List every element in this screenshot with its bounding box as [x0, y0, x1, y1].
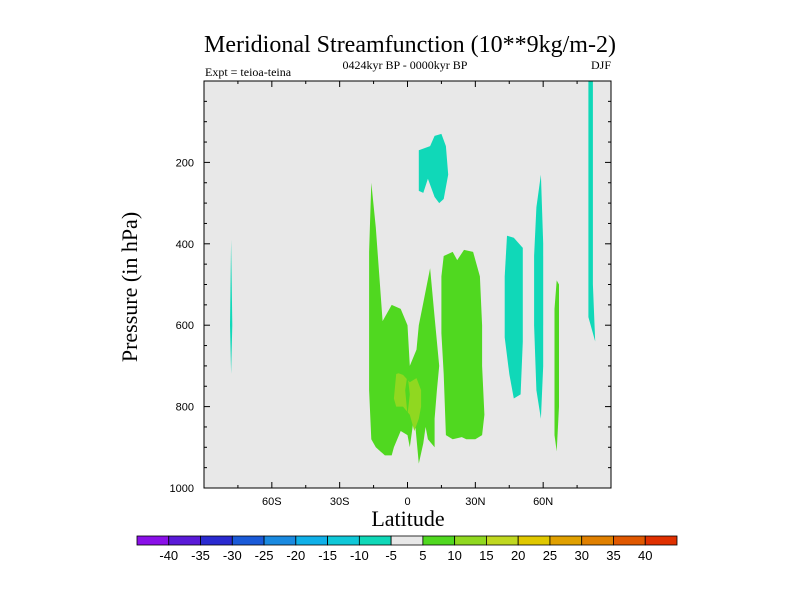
colorbar-label: 20 — [511, 548, 525, 563]
colorbar-label: -5 — [385, 548, 397, 563]
colorbar-box — [136, 535, 170, 546]
colorbar-box — [644, 535, 678, 546]
colorbar-box — [422, 535, 456, 546]
colorbar: -40 -35 -30 -25 -20 -15 -10 -5 5 10 15 20 25 30 35 40 — [136, 535, 678, 563]
colorbar-box — [200, 535, 233, 546]
colorbar-box — [581, 535, 614, 546]
colorbar-label: -25 — [255, 548, 274, 563]
x-tick-label: 30S — [330, 496, 350, 508]
colorbar-label: 30 — [574, 548, 588, 563]
x-axis: 60S 30S 0 30N 60N — [203, 81, 612, 508]
colorbar-box — [454, 535, 487, 546]
colorbar-label: 10 — [447, 548, 461, 563]
contour-region-pos-5-65N — [554, 280, 559, 452]
y-tick-label: 1000 — [170, 483, 194, 495]
colorbar-box — [390, 535, 424, 546]
contour-region-pos-5-eq-notch — [405, 374, 410, 415]
subtitle-center: 0424kyr BP - 0000kyr BP — [343, 58, 468, 72]
subtitle-right: DJF — [591, 58, 611, 72]
colorbar-box — [358, 535, 392, 546]
x-axis-label: Latitude — [371, 506, 444, 531]
colorbar-label: -40 — [159, 548, 178, 563]
contour-regions — [230, 81, 596, 464]
colorbar-box — [263, 535, 297, 546]
colorbar-label: 25 — [543, 548, 557, 563]
contour-region-neg-5-70S — [230, 239, 233, 374]
x-tick-label: 60N — [533, 496, 553, 508]
x-tick-label: 60S — [262, 496, 282, 508]
colorbar-label: 15 — [479, 548, 493, 563]
x-tick-label: 0 — [404, 496, 410, 508]
y-axis: 200 400 600 800 1000 — [170, 100, 611, 495]
y-tick-label: 200 — [176, 157, 194, 169]
colorbar-box — [168, 535, 201, 546]
y-tick-label: 400 — [176, 239, 194, 251]
colorbar-box — [231, 535, 265, 546]
y-tick-label: 800 — [176, 402, 194, 414]
colorbar-label: -10 — [350, 548, 369, 563]
colorbar-label: 5 — [419, 548, 426, 563]
contour-region-pos-5-20S — [369, 182, 440, 464]
colorbar-box — [549, 535, 583, 546]
contour-region-neg-5-80N — [588, 81, 596, 342]
colorbar-box — [327, 535, 360, 546]
contour-region-pos-5-20N — [441, 249, 485, 440]
colorbar-label: 35 — [606, 548, 620, 563]
colorbar-box — [613, 535, 646, 546]
x-tick-label: 30N — [465, 496, 485, 508]
chart-title: Meridional Streamfunction (10**9kg/m-2) — [204, 32, 616, 58]
y-axis-label: Pressure (in hPa) — [117, 212, 142, 362]
colorbar-box — [295, 535, 328, 546]
colorbar-label: -30 — [223, 548, 242, 563]
colorbar-label: -35 — [191, 548, 210, 563]
contour-region-neg-5-45N — [504, 235, 523, 399]
contour-region-neg-5-upper-eq — [418, 133, 449, 204]
colorbar-label: 40 — [638, 548, 652, 563]
colorbar-label: -15 — [318, 548, 337, 563]
subtitle-left: Expt = teioa-teina — [205, 65, 292, 79]
colorbar-label: -20 — [286, 548, 305, 563]
colorbar-box — [486, 535, 519, 546]
contour-region-neg-5-60N — [534, 174, 544, 419]
colorbar-box — [517, 535, 551, 546]
y-tick-label: 600 — [176, 320, 194, 332]
